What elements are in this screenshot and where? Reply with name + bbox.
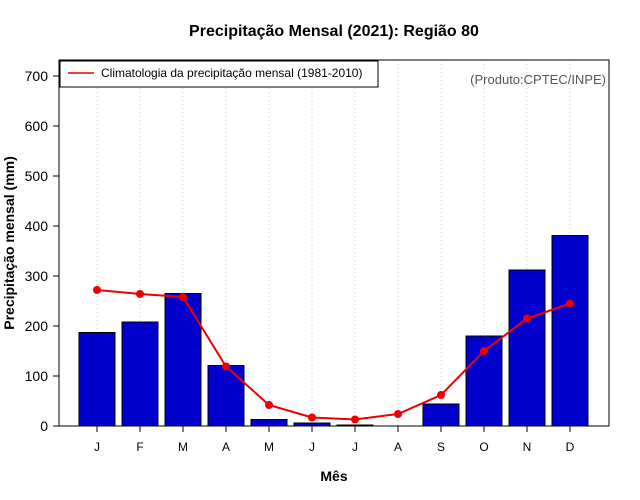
climatology-point (351, 415, 359, 424)
plot-frame (58, 59, 610, 427)
y-tick-label: 400 (25, 218, 49, 234)
climatology-point (523, 314, 531, 323)
x-tick-label: S (437, 440, 445, 454)
x-axis-label: Mês (320, 468, 347, 484)
bar (78, 332, 116, 427)
x-tick-label: J (309, 440, 315, 454)
climatology-point (308, 413, 316, 422)
climatology-point (93, 286, 101, 294)
source-note: (Produto:CPTEC/INPE) (470, 72, 606, 87)
legend-box (59, 60, 379, 88)
x-tick-label: M (178, 440, 188, 454)
climatology-point (394, 410, 402, 418)
x-tick-label: A (394, 440, 402, 454)
climatology-point (480, 347, 488, 355)
bar (250, 419, 288, 427)
y-tick-label: 100 (25, 368, 49, 384)
x-tick-label: N (523, 440, 532, 454)
climatology-point (222, 362, 230, 371)
climatology-point (136, 290, 144, 298)
x-tick-label: J (94, 440, 100, 454)
x-tick-label: O (479, 440, 488, 454)
chart-title: Precipitação Mensal (2021): Região 80 (189, 23, 479, 40)
y-tick-label: 0 (40, 418, 48, 434)
y-tick-label: 600 (25, 118, 49, 134)
y-tick-label: 500 (25, 168, 49, 184)
y-axis: 0 100 200 300 400 500 600 700 (25, 68, 59, 434)
climatology-series (93, 286, 574, 424)
climatology-point (179, 293, 187, 301)
x-tick-label: M (264, 440, 274, 454)
y-tick-label: 200 (25, 318, 49, 334)
legend-label: Climatologia da precipitação mensal (198… (101, 66, 362, 80)
bar (207, 365, 245, 427)
climatology-point (437, 391, 445, 399)
x-tick-label: D (566, 440, 575, 454)
climatology-point (265, 401, 273, 409)
legend: Climatologia da precipitação mensal (198… (59, 60, 379, 88)
x-tick-label: F (136, 440, 143, 454)
x-tick-label: A (222, 440, 230, 454)
bar (551, 235, 589, 427)
y-tick-label: 700 (25, 68, 49, 84)
climatology-line (96, 289, 571, 421)
bar (121, 321, 159, 427)
y-tick-label: 300 (25, 268, 49, 284)
climatology-point (566, 299, 574, 308)
y-axis-label: Precipitação mensal (mm) (1, 156, 17, 330)
x-tick-label: J (352, 440, 358, 454)
bar (508, 269, 546, 427)
bar-series (78, 235, 589, 427)
bar (422, 403, 460, 427)
bar (164, 293, 202, 427)
